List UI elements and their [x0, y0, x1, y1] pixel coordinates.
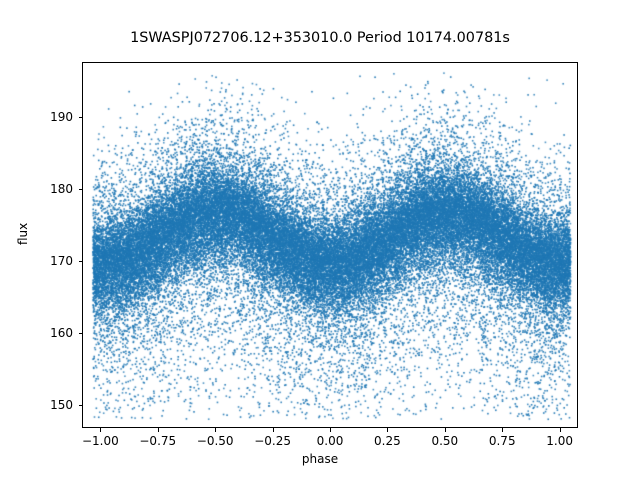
- x-tick-mark: [215, 428, 216, 432]
- x-tick-label: −0.50: [196, 434, 234, 448]
- x-tick-mark: [158, 428, 159, 432]
- x-tick-mark: [560, 428, 561, 432]
- x-tick-label: 0.75: [488, 434, 516, 448]
- y-tick-mark: [78, 117, 82, 118]
- y-tick-label: 180: [50, 181, 73, 196]
- y-tick-mark: [78, 405, 82, 406]
- y-tick-mark: [78, 333, 82, 334]
- y-tick-label: 170: [50, 253, 73, 268]
- x-tick-label: −1.00: [81, 434, 119, 448]
- y-tick-label: 190: [50, 109, 73, 124]
- y-tick-mark: [78, 261, 82, 262]
- x-tick-label: 1.00: [546, 434, 573, 448]
- y-tick-label: 150: [50, 397, 73, 412]
- plot-axes: [82, 62, 579, 429]
- x-tick-mark: [502, 428, 503, 432]
- x-axis-label: phase: [301, 452, 339, 466]
- x-tick-mark: [387, 428, 388, 432]
- page-title: 1SWASPJ072706.12+353010.0 Period 10174.0…: [130, 30, 510, 46]
- x-tick-label: −0.25: [254, 434, 291, 448]
- x-tick-label: 0.25: [374, 434, 401, 448]
- x-tick-label: 0.00: [316, 434, 344, 448]
- x-tick-label: 0.50: [431, 434, 459, 448]
- x-tick-mark: [330, 428, 331, 432]
- y-tick-label: 160: [50, 325, 73, 340]
- scatter-plot-canvas: [83, 63, 579, 429]
- x-tick-label: −0.75: [139, 434, 177, 448]
- x-tick-mark: [445, 428, 446, 432]
- x-tick-mark: [273, 428, 274, 432]
- x-tick-mark: [100, 428, 101, 432]
- y-tick-mark: [78, 189, 82, 190]
- y-axis-label: flux: [16, 222, 30, 245]
